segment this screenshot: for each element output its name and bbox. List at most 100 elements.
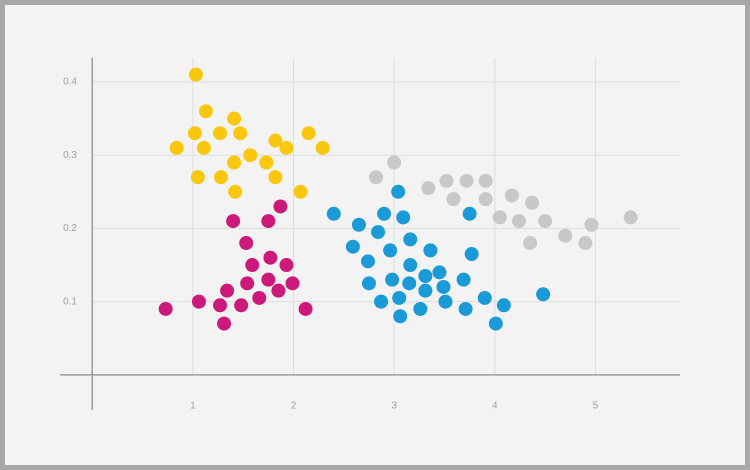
point [213, 126, 228, 141]
point [259, 155, 274, 170]
points [158, 67, 638, 331]
point [496, 298, 511, 313]
point [492, 210, 507, 225]
point [525, 195, 540, 210]
point [436, 279, 451, 294]
point [301, 126, 316, 141]
point [418, 269, 433, 284]
point [511, 214, 526, 229]
point [233, 126, 248, 141]
point [271, 283, 286, 298]
point [239, 236, 254, 251]
point [584, 217, 599, 232]
point [383, 243, 398, 258]
point [439, 173, 454, 188]
point [351, 217, 366, 232]
point [459, 173, 474, 188]
point [243, 148, 258, 163]
point [227, 111, 242, 126]
point [392, 290, 407, 305]
point [361, 276, 376, 291]
point [188, 67, 203, 82]
point [234, 298, 249, 313]
point [252, 290, 267, 305]
point [191, 294, 206, 309]
point [268, 170, 283, 185]
x-tick-label: 3 [391, 401, 397, 412]
point [261, 214, 276, 229]
point [240, 276, 255, 291]
point [477, 290, 492, 305]
point [504, 188, 519, 203]
point [228, 184, 243, 199]
point [387, 155, 402, 170]
point [273, 199, 288, 214]
y-tick-label: 0.1 [63, 296, 77, 307]
point [263, 250, 278, 265]
point [360, 254, 375, 269]
point [279, 258, 294, 273]
point [578, 236, 593, 251]
point [396, 210, 411, 225]
point [423, 243, 438, 258]
point [369, 170, 384, 185]
y-tick-label: 0.2 [63, 223, 77, 234]
point [198, 104, 213, 119]
point [623, 210, 638, 225]
point [403, 258, 418, 273]
point [523, 236, 538, 251]
point [268, 133, 283, 148]
point [371, 225, 386, 240]
point [285, 276, 300, 291]
point [478, 173, 493, 188]
point [158, 301, 173, 316]
point [538, 214, 553, 229]
x-tick-label: 5 [593, 401, 599, 412]
point [374, 294, 389, 309]
point [227, 155, 242, 170]
x-tick-label: 4 [492, 401, 498, 412]
point [393, 309, 408, 324]
point [326, 206, 341, 221]
y-tick-label: 0.4 [63, 77, 77, 88]
point [421, 181, 436, 196]
point [169, 140, 184, 155]
y-tick-label: 0.3 [63, 150, 77, 161]
point [220, 283, 235, 298]
point [279, 140, 294, 155]
point [298, 301, 313, 316]
point [478, 192, 493, 207]
axes: 1 2 3 4 5 0.1 0.2 0.3 0.4 [60, 58, 680, 412]
point [245, 258, 260, 273]
point [488, 316, 503, 331]
point [462, 206, 477, 221]
point [391, 184, 406, 199]
point [464, 247, 479, 262]
point [293, 184, 308, 199]
point [345, 239, 360, 254]
point [213, 298, 228, 313]
x-tick-label: 2 [291, 401, 297, 412]
point [196, 140, 211, 155]
point [456, 272, 471, 287]
point [226, 214, 241, 229]
point [190, 170, 205, 185]
point [458, 301, 473, 316]
point [385, 272, 400, 287]
point [315, 140, 330, 155]
point [418, 283, 433, 298]
x-tick-label: 1 [190, 401, 196, 412]
point [261, 272, 276, 287]
point [217, 316, 232, 331]
point [413, 301, 428, 316]
point [438, 294, 453, 309]
point [187, 126, 202, 141]
point [446, 192, 461, 207]
point [214, 170, 229, 185]
point [403, 232, 418, 247]
point [432, 265, 447, 280]
point [377, 206, 392, 221]
point [558, 228, 573, 243]
